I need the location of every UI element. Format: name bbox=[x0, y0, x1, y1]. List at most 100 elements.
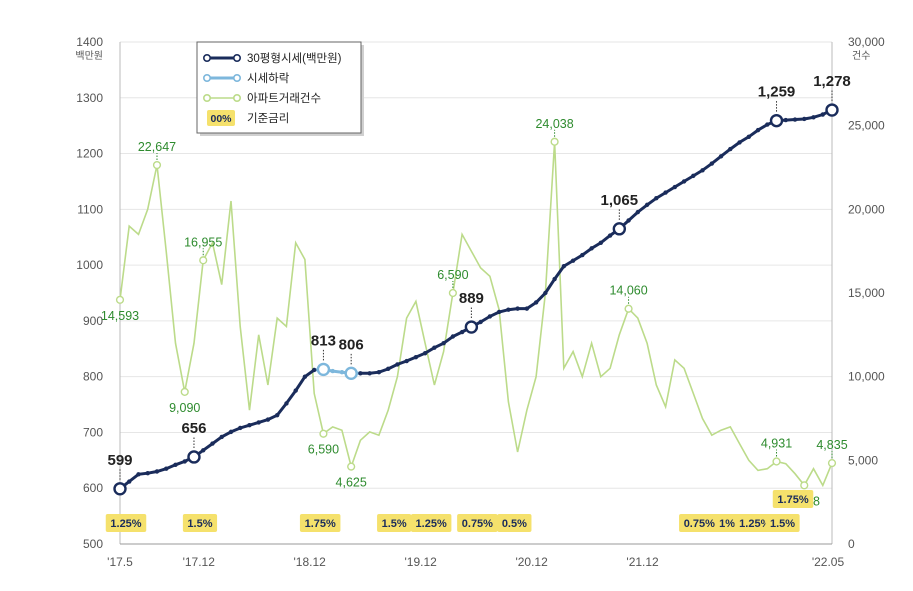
legend-label: 기준금리 bbox=[247, 112, 289, 125]
price-point bbox=[450, 334, 456, 339]
price-point bbox=[395, 362, 400, 367]
rate-badge-bg bbox=[457, 514, 498, 532]
left-tick-label: 900 bbox=[83, 314, 103, 328]
transaction-marker bbox=[115, 295, 125, 304]
axes: 1400 1300 1200 1100 1000 900 800 700 600 500 백만원 30… bbox=[75, 35, 885, 569]
rate-badge-bg bbox=[765, 514, 800, 532]
x-tick-label: '21.12 bbox=[626, 555, 659, 569]
price-point bbox=[755, 127, 761, 133]
rate-badge-bg bbox=[679, 514, 720, 532]
rate-badge-label: 1.25% bbox=[416, 518, 447, 530]
right-tick-label: 20,000 bbox=[848, 202, 885, 216]
price-point bbox=[247, 422, 252, 428]
transactions-line bbox=[119, 141, 833, 488]
left-tick-label: 1400 bbox=[76, 35, 103, 49]
transaction-marker bbox=[624, 304, 633, 313]
price-point bbox=[728, 146, 733, 152]
rate-badge-bg bbox=[182, 514, 218, 532]
price-point bbox=[783, 117, 788, 123]
price-point bbox=[385, 366, 391, 372]
rate-badge-label: 1.25% bbox=[110, 518, 141, 530]
price-marker bbox=[612, 222, 627, 236]
legend-badge-label: 00% bbox=[210, 113, 232, 125]
transaction-marker bbox=[180, 387, 189, 396]
rate-badge-bg bbox=[716, 514, 738, 532]
price-point bbox=[487, 314, 493, 319]
price-point bbox=[496, 309, 502, 315]
price-point bbox=[515, 306, 520, 311]
price-point bbox=[737, 140, 742, 145]
price-point bbox=[256, 420, 261, 425]
price-marker bbox=[769, 113, 784, 128]
legend-badge-bg bbox=[207, 110, 235, 126]
price-line-rise-2 bbox=[360, 108, 833, 375]
rate-badge-label: 1.5% bbox=[382, 518, 407, 530]
price-point bbox=[274, 412, 280, 418]
price-point bbox=[570, 258, 576, 263]
price-point bbox=[820, 112, 825, 117]
left-tick-label: 700 bbox=[83, 425, 103, 439]
rate-badge-label: 1.75% bbox=[305, 518, 336, 530]
x-tick-label: '19.12 bbox=[404, 555, 437, 569]
right-tick-label: 15,000 bbox=[848, 286, 885, 300]
rate-badge-bg bbox=[299, 514, 341, 532]
price-point bbox=[681, 179, 687, 184]
right-tick-label: 25,000 bbox=[848, 119, 885, 133]
rate-badge-label: 0.75% bbox=[462, 518, 493, 530]
price-point bbox=[580, 252, 585, 258]
price-point bbox=[644, 202, 650, 208]
price-point bbox=[441, 341, 446, 346]
transaction-label: 4,835 bbox=[816, 438, 847, 452]
price-label: 1,259 bbox=[758, 84, 796, 101]
price-point bbox=[635, 209, 641, 215]
transaction-label: 4,931 bbox=[761, 436, 792, 450]
transaction-label: 9,090 bbox=[169, 401, 200, 415]
price-point bbox=[145, 470, 150, 476]
x-tick-label: '20.12 bbox=[515, 555, 548, 569]
transactions-series bbox=[119, 141, 833, 488]
transaction-label: 24,038 bbox=[535, 117, 573, 131]
price-point bbox=[459, 329, 465, 335]
rate-badge-bg bbox=[105, 514, 147, 532]
price-point bbox=[746, 134, 751, 140]
transaction-label: 16,955 bbox=[184, 235, 222, 249]
transaction-label: 14,060 bbox=[609, 284, 647, 298]
x-tick-label: '17.12 bbox=[183, 555, 216, 569]
transaction-label: 6,590 bbox=[437, 268, 468, 282]
price-point bbox=[376, 370, 382, 375]
price-point bbox=[663, 190, 668, 195]
legend-marker bbox=[233, 74, 242, 83]
transaction-label: 4,625 bbox=[336, 476, 367, 490]
right-axis-unit: 건수 bbox=[852, 50, 870, 62]
price-point bbox=[802, 116, 807, 122]
transaction-marker bbox=[827, 458, 837, 468]
left-tick-label: 500 bbox=[83, 537, 103, 551]
price-label: 806 bbox=[339, 336, 364, 353]
right-tick-label: 30,000 bbox=[848, 35, 885, 49]
price-label: 1,278 bbox=[813, 73, 851, 90]
price-label: 656 bbox=[181, 420, 206, 437]
price-marker bbox=[344, 366, 358, 381]
transaction-marker bbox=[152, 160, 162, 170]
transaction-marker bbox=[772, 457, 781, 466]
price-point bbox=[533, 300, 539, 305]
legend-marker bbox=[203, 94, 212, 103]
price-label: 813 bbox=[311, 332, 336, 349]
left-tick-label: 600 bbox=[83, 481, 103, 495]
x-tick-label: '17.5 bbox=[107, 555, 133, 569]
price-point bbox=[811, 115, 816, 120]
price-point bbox=[718, 154, 724, 159]
left-tick-label: 1000 bbox=[76, 258, 103, 272]
price-point bbox=[302, 374, 308, 379]
x-tick-label: '22.05 bbox=[812, 555, 845, 569]
left-tick-label: 1200 bbox=[76, 147, 103, 161]
transaction-marker bbox=[800, 481, 809, 490]
transaction-marker bbox=[319, 429, 328, 438]
price-marker bbox=[316, 362, 331, 377]
price-point bbox=[672, 184, 678, 190]
rate-badge-bg bbox=[377, 514, 412, 532]
left-tick-label: 1100 bbox=[77, 202, 103, 216]
price-point bbox=[367, 371, 372, 376]
transaction-marker bbox=[347, 462, 356, 471]
